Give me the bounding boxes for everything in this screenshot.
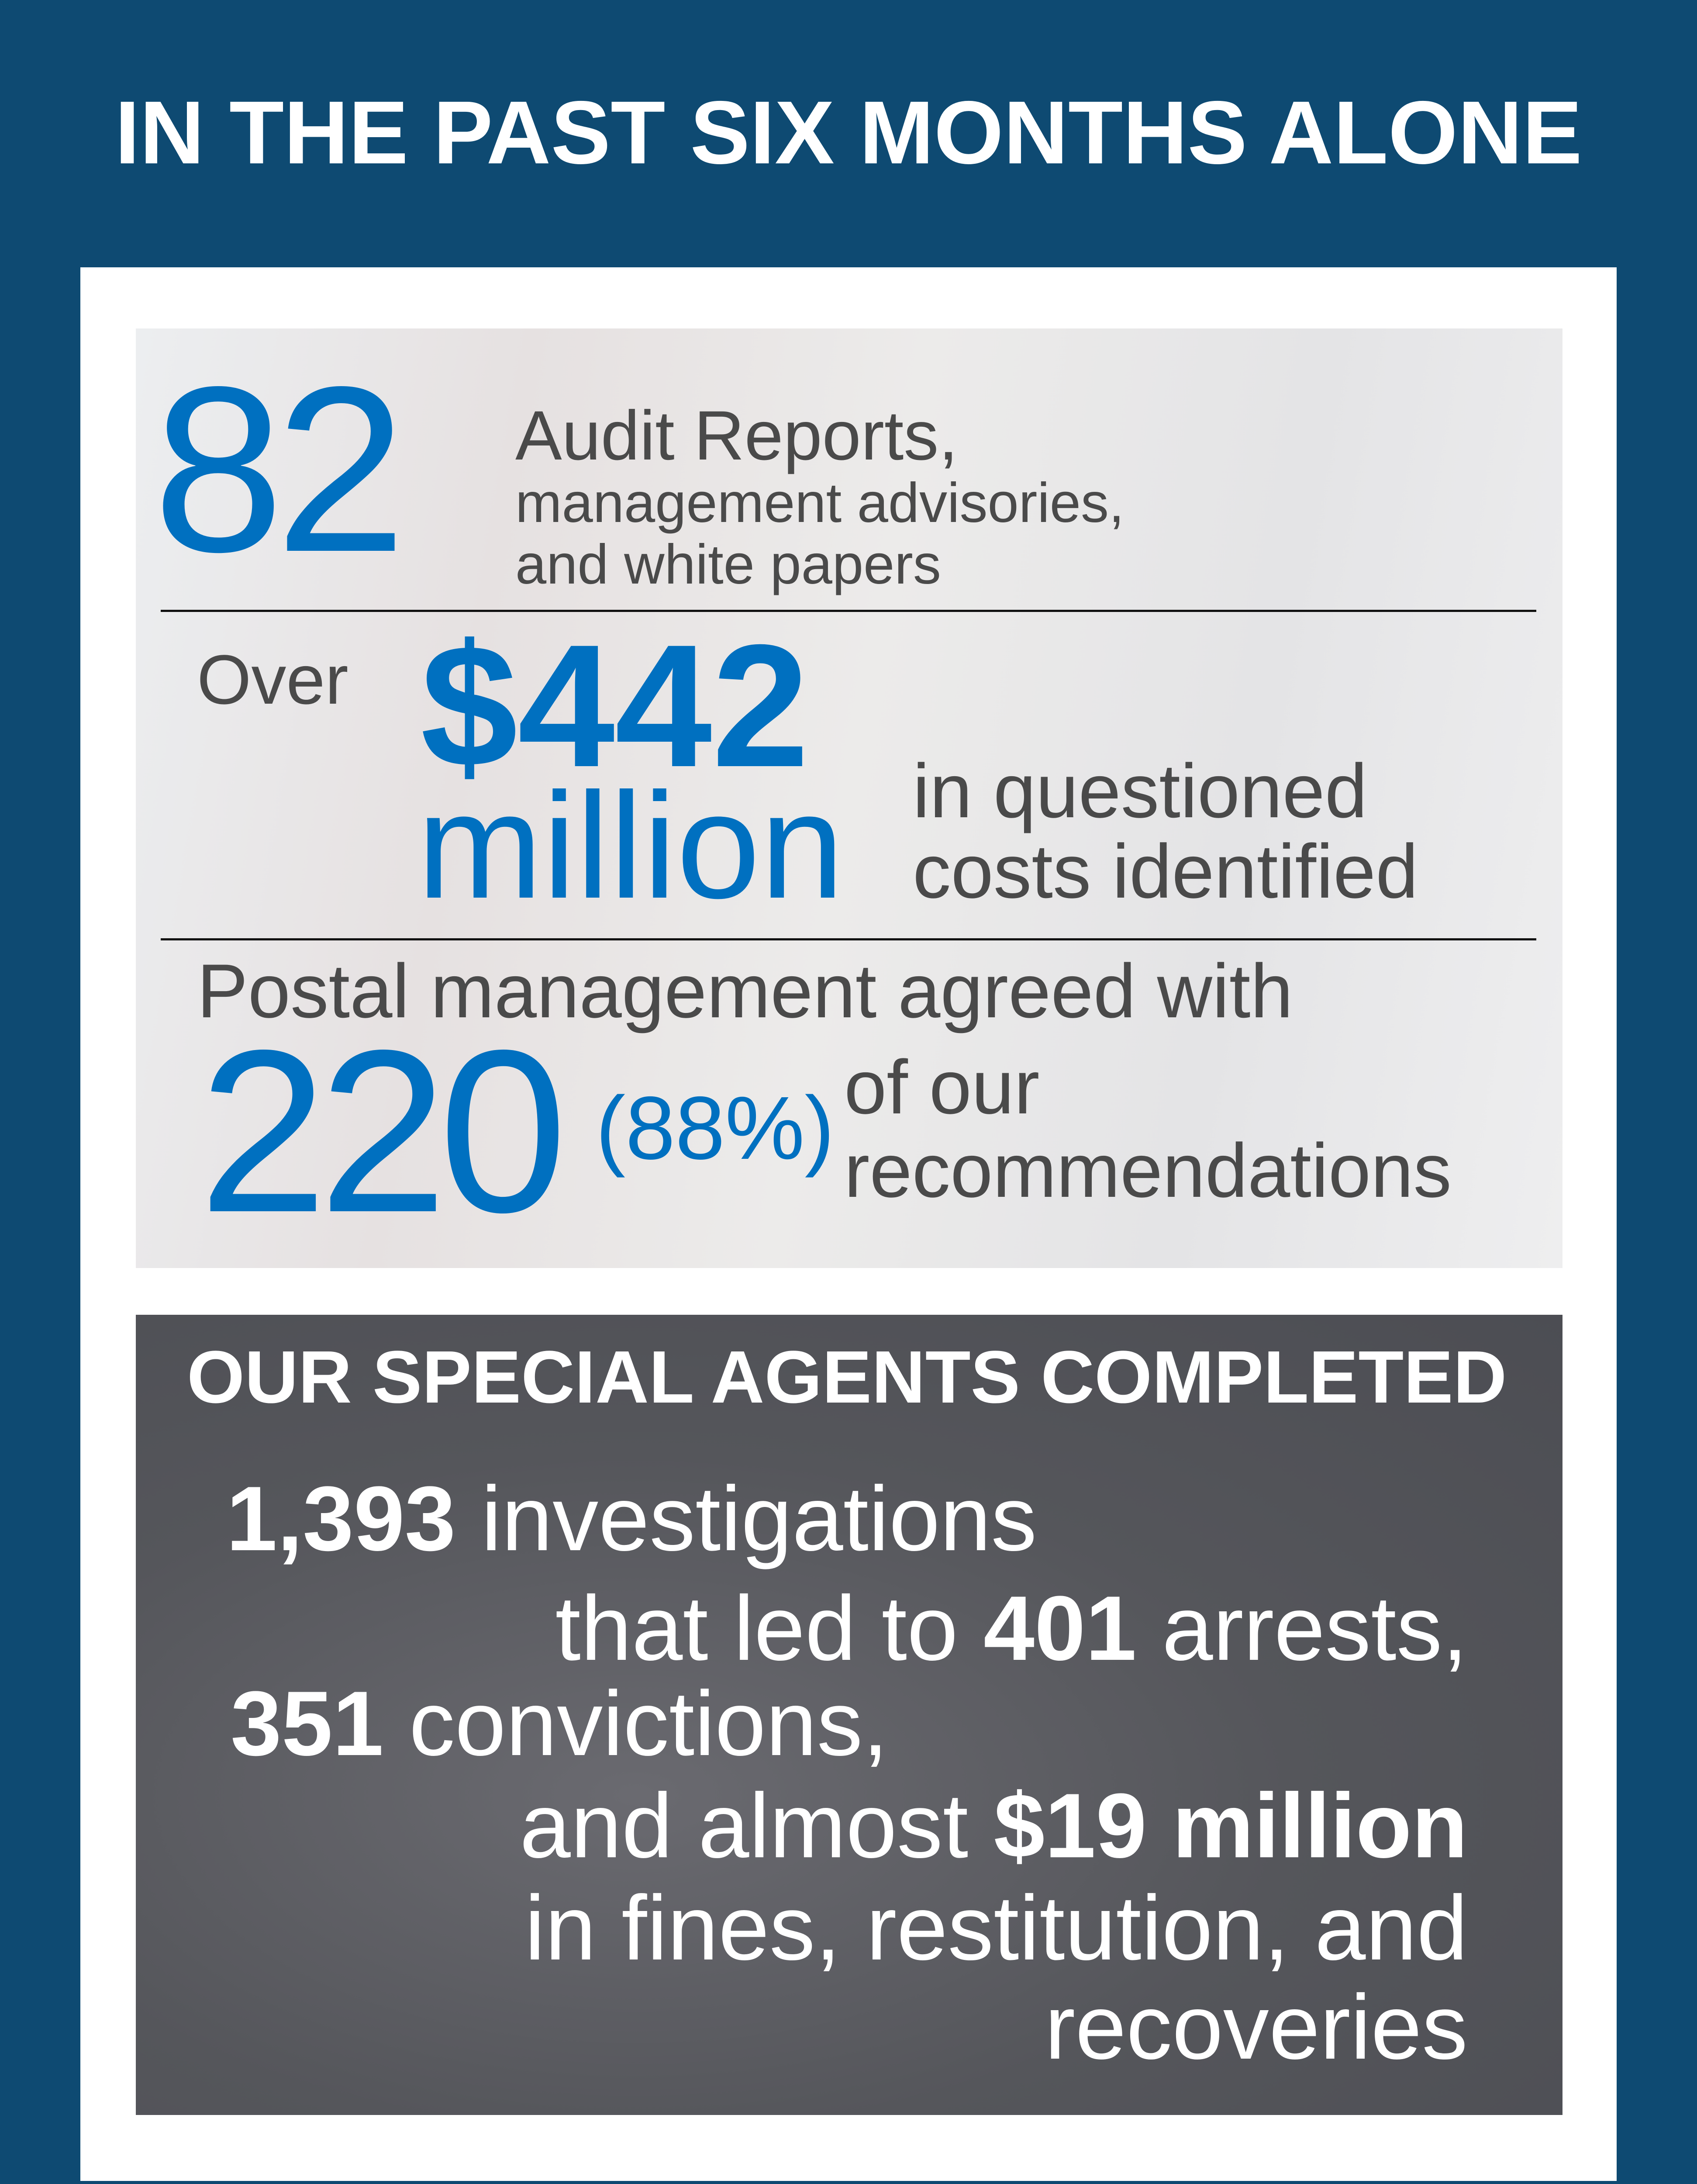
fines-line2: in fines, restitution, and bbox=[524, 1876, 1468, 1979]
page-title: IN THE PAST SIX MONTHS ALONE bbox=[115, 83, 1582, 183]
reports-line2: management advisories, bbox=[515, 472, 1124, 534]
convictions-label: convictions, bbox=[383, 1672, 888, 1775]
fines-prefix: and almost bbox=[520, 1774, 994, 1877]
agreed-count: 220 bbox=[199, 1002, 567, 1261]
reports-count: 82 bbox=[153, 338, 407, 601]
fines-line3: recoveries bbox=[1045, 1976, 1468, 2078]
agreed-line2: recommendations bbox=[844, 1128, 1452, 1213]
divider bbox=[161, 610, 1536, 612]
fines-amount: $19 million bbox=[993, 1774, 1468, 1877]
agreed-percent: (88%) bbox=[596, 1078, 835, 1178]
costs-line1: in questioned bbox=[913, 749, 1368, 834]
convictions-count: 351 bbox=[231, 1672, 384, 1775]
agreed-line1: of our bbox=[844, 1045, 1040, 1130]
agents-stats-section bbox=[136, 1315, 1562, 2115]
arrests-label: arrests, bbox=[1136, 1577, 1468, 1679]
reports-line1: Audit Reports, bbox=[515, 396, 958, 474]
investigations-line: 1,393 investigations bbox=[226, 1473, 1037, 1565]
investigations-count: 1,393 bbox=[226, 1467, 456, 1570]
convictions-line: 351 convictions, bbox=[231, 1678, 888, 1769]
arrests-prefix: that led to bbox=[555, 1577, 984, 1679]
arrests-count: 401 bbox=[983, 1577, 1137, 1679]
fines-line: and almost $19 million bbox=[520, 1780, 1468, 1872]
audit-stats-section bbox=[136, 328, 1562, 1268]
investigations-label: investigations bbox=[455, 1467, 1037, 1570]
costs-amount: $442 bbox=[421, 608, 809, 803]
divider bbox=[161, 938, 1536, 940]
costs-line2: costs identified bbox=[913, 829, 1418, 914]
reports-line3: and white papers bbox=[515, 533, 941, 596]
over-label: Over bbox=[197, 640, 348, 719]
agents-heading: OUR SPECIAL AGENTS COMPLETED bbox=[187, 1336, 1507, 1419]
arrests-line: that led to 401 arrests, bbox=[555, 1583, 1468, 1674]
costs-unit: million bbox=[417, 762, 844, 930]
agreed-line: Postal management agreed with bbox=[197, 949, 1293, 1034]
